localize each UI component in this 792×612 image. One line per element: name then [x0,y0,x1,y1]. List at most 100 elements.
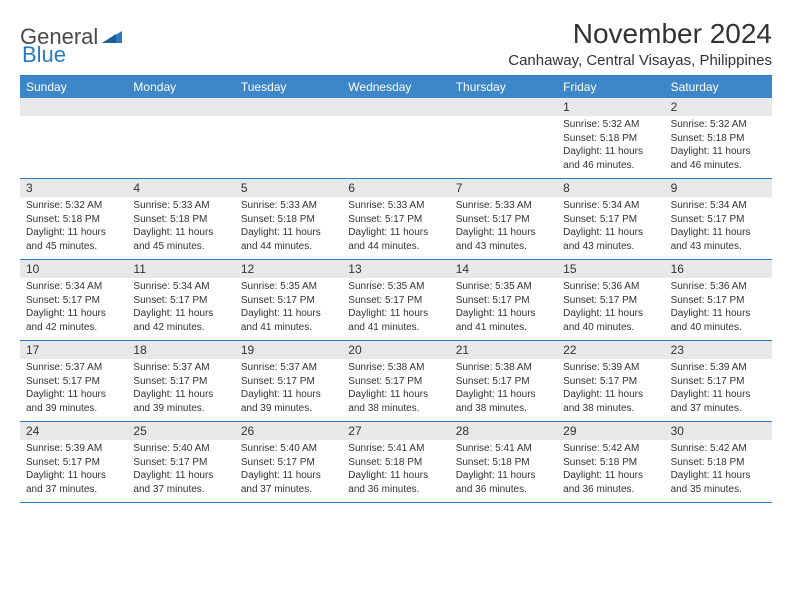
day-number: 24 [20,422,127,440]
day-details [20,116,127,178]
sunset-text: Sunset: 5:18 PM [563,456,658,470]
day-details: Sunrise: 5:41 AMSunset: 5:18 PMDaylight:… [342,440,449,502]
brand-word2: Blue [22,42,66,67]
sunrise-text: Sunrise: 5:32 AM [671,118,766,132]
day-details: Sunrise: 5:39 AMSunset: 5:17 PMDaylight:… [557,359,664,421]
day-details: Sunrise: 5:38 AMSunset: 5:17 PMDaylight:… [450,359,557,421]
day-details [342,116,449,178]
day-details: Sunrise: 5:33 AMSunset: 5:17 PMDaylight:… [342,197,449,259]
weekday-tuesday: Tuesday [235,76,342,98]
daylight-text: Daylight: 11 hours and 45 minutes. [133,226,228,253]
day-number [450,98,557,116]
daylight-text: Daylight: 11 hours and 38 minutes. [456,388,551,415]
day-details: Sunrise: 5:36 AMSunset: 5:17 PMDaylight:… [557,278,664,340]
sunset-text: Sunset: 5:17 PM [456,213,551,227]
sunrise-text: Sunrise: 5:32 AM [26,199,121,213]
detail-row: Sunrise: 5:32 AMSunset: 5:18 PM Daylight:… [20,197,772,259]
day-number [235,98,342,116]
daylight-text: Daylight: 11 hours and 42 minutes. [133,307,228,334]
day-details: Sunrise: 5:40 AMSunset: 5:17 PMDaylight:… [235,440,342,502]
day-details: Sunrise: 5:34 AMSunset: 5:17 PMDaylight:… [127,278,234,340]
weekday-sunday: Sunday [20,76,127,98]
sunrise-text: Sunrise: 5:40 AM [133,442,228,456]
sunrise-text: Sunrise: 5:37 AM [26,361,121,375]
day-number: 27 [342,422,449,440]
location-subtitle: Canhaway, Central Visayas, Philippines [508,52,772,69]
sunrise-text: Sunrise: 5:41 AM [456,442,551,456]
sunset-text: Sunset: 5:17 PM [241,375,336,389]
calendar-page: General November 2024 Canhaway, Central … [0,0,792,513]
sunset-text: Sunset: 5:17 PM [563,375,658,389]
sunrise-text: Sunrise: 5:37 AM [133,361,228,375]
day-number: 26 [235,422,342,440]
day-number [127,98,234,116]
daynum-row: 3456789 [20,179,772,197]
sunset-text: Sunset: 5:18 PM [671,132,766,146]
day-number: 14 [450,260,557,278]
sunrise-text: Sunrise: 5:39 AM [563,361,658,375]
daylight-text: Daylight: 11 hours and 39 minutes. [133,388,228,415]
sunrise-text: Sunrise: 5:35 AM [348,280,443,294]
day-number: 8 [557,179,664,197]
sunrise-text: Sunrise: 5:33 AM [456,199,551,213]
day-details: Sunrise: 5:38 AMSunset: 5:17 PMDaylight:… [342,359,449,421]
day-details: Sunrise: 5:42 AMSunset: 5:18 PMDaylight:… [665,440,772,502]
week-block: 24252627282930Sunrise: 5:39 AMSunset: 5:… [20,422,772,503]
sunset-text: Sunset: 5:18 PM [26,213,121,227]
daylight-text: Daylight: 11 hours and 36 minutes. [563,469,658,496]
sunset-text: Sunset: 5:17 PM [348,375,443,389]
sunrise-text: Sunrise: 5:38 AM [348,361,443,375]
sunrise-text: Sunrise: 5:41 AM [348,442,443,456]
sunrise-text: Sunrise: 5:33 AM [348,199,443,213]
day-details: Sunrise: 5:32 AMSunset: 5:18 PMDaylight:… [20,197,127,259]
weekday-thursday: Thursday [450,76,557,98]
week-block: 10111213141516Sunrise: 5:34 AMSunset: 5:… [20,260,772,341]
detail-row: Sunrise: 5:32 AMSunset: 5:18 PMDaylight:… [20,116,772,178]
sunrise-text: Sunrise: 5:39 AM [26,442,121,456]
sunrise-text: Sunrise: 5:42 AM [563,442,658,456]
daylight-text: Daylight: 11 hours and 37 minutes. [671,388,766,415]
day-details: Sunrise: 5:42 AMSunset: 5:18 PMDaylight:… [557,440,664,502]
sunset-text: Sunset: 5:17 PM [456,294,551,308]
week-block: 12Sunrise: 5:32 AMSunset: 5:18 PMDayligh… [20,98,772,179]
sunrise-text: Sunrise: 5:33 AM [241,199,336,213]
day-number: 21 [450,341,557,359]
sunrise-text: Sunrise: 5:34 AM [563,199,658,213]
calendar-grid: Sunday Monday Tuesday Wednesday Thursday… [20,75,772,503]
daylight-text: Daylight: 11 hours and 46 minutes. [671,145,766,172]
day-details: Sunrise: 5:39 AMSunset: 5:17 PMDaylight:… [20,440,127,502]
day-number: 20 [342,341,449,359]
day-number: 5 [235,179,342,197]
sunset-text: Sunset: 5:17 PM [348,294,443,308]
daylight-text: Daylight: 11 hours and 36 minutes. [456,469,551,496]
week-block: 17181920212223Sunrise: 5:37 AMSunset: 5:… [20,341,772,422]
daylight-text: Daylight: 11 hours and 40 minutes. [563,307,658,334]
day-details [127,116,234,178]
day-details: Sunrise: 5:33 AMSunset: 5:18 PMDaylight:… [235,197,342,259]
day-number: 11 [127,260,234,278]
day-details: Sunrise: 5:35 AMSunset: 5:17 PMDaylight:… [235,278,342,340]
day-details: Sunrise: 5:37 AMSunset: 5:17 PMDaylight:… [235,359,342,421]
sunset-text: Sunset: 5:17 PM [133,456,228,470]
day-number: 25 [127,422,234,440]
day-number: 13 [342,260,449,278]
detail-row: Sunrise: 5:39 AM Sunset: 5:17 PM Daylight:… [20,440,772,502]
day-number: 19 [235,341,342,359]
sunset-text: Sunset: 5:17 PM [26,375,121,389]
daylight-text: Daylight: 11 hours and 44 minutes. [241,226,336,253]
daylight-text: Daylight: 11 hours and 37 minutes. [26,469,121,496]
sunrise-text: Sunrise: 5:42 AM [671,442,766,456]
day-number: 2 [665,98,772,116]
day-number: 1 [557,98,664,116]
day-details: Sunrise: 5:35 AMSunset: 5:17 PMDaylight:… [450,278,557,340]
sunset-text: Sunset: 5:17 PM [563,294,658,308]
daylight-text: Daylight: 11 hours and 37 minutes. [241,469,336,496]
day-number: 18 [127,341,234,359]
sunrise-text: Sunrise: 5:35 AM [241,280,336,294]
day-number: 4 [127,179,234,197]
brand-word2-wrap: Blue [22,42,66,68]
sunrise-text: Sunrise: 5:36 AM [671,280,766,294]
sunset-text: Sunset: 5:17 PM [671,294,766,308]
day-details [450,116,557,178]
daylight-text: Daylight: 11 hours and 39 minutes. [241,388,336,415]
